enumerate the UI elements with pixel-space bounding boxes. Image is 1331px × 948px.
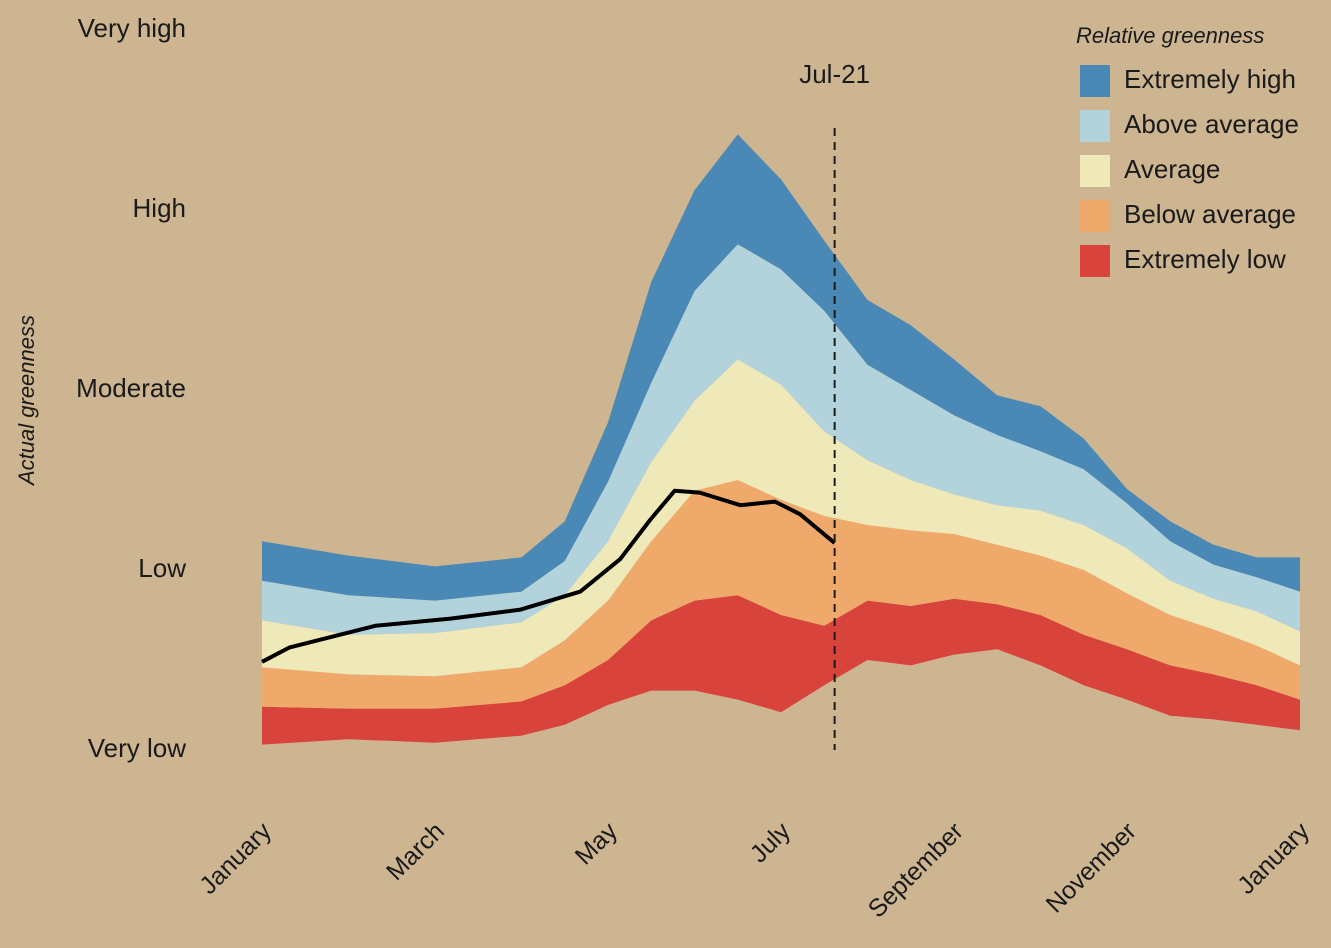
y-tick-label: Very high [78, 13, 186, 43]
x-tick-label: September [863, 817, 969, 923]
y-tick-label: High [133, 193, 186, 223]
band-area [262, 595, 1300, 745]
legend-swatch [1080, 245, 1110, 277]
y-tick-label: Very low [88, 733, 186, 763]
band-area [262, 134, 1300, 601]
actual-line [261, 488, 836, 664]
legend-label: Above average [1124, 109, 1299, 139]
legend-swatch [1080, 65, 1110, 97]
x-tick-label: January [1232, 817, 1315, 900]
date-marker-label: Jul-21 [799, 59, 870, 89]
x-tick-label: January [194, 817, 277, 900]
legend-swatch [1080, 200, 1110, 232]
legend-label: Extremely low [1124, 244, 1286, 274]
legend-label: Average [1124, 154, 1220, 184]
band-area [262, 244, 1300, 635]
x-tick-label: March [381, 817, 450, 886]
legend-label: Below average [1124, 199, 1296, 229]
legend-title: Relative greenness [1076, 23, 1264, 48]
x-tick-label: May [570, 817, 624, 871]
x-tick-label: July [745, 817, 797, 869]
y-tick-label: Low [138, 553, 186, 583]
x-tick-label: November [1041, 817, 1142, 918]
y-axis-title: Actual greenness [14, 315, 39, 487]
band-area [262, 480, 1300, 709]
legend-label: Extremely high [1124, 64, 1296, 94]
band-area [262, 359, 1300, 677]
y-tick-label: Moderate [76, 373, 186, 403]
legend-swatch [1080, 110, 1110, 142]
legend-swatch [1080, 155, 1110, 187]
